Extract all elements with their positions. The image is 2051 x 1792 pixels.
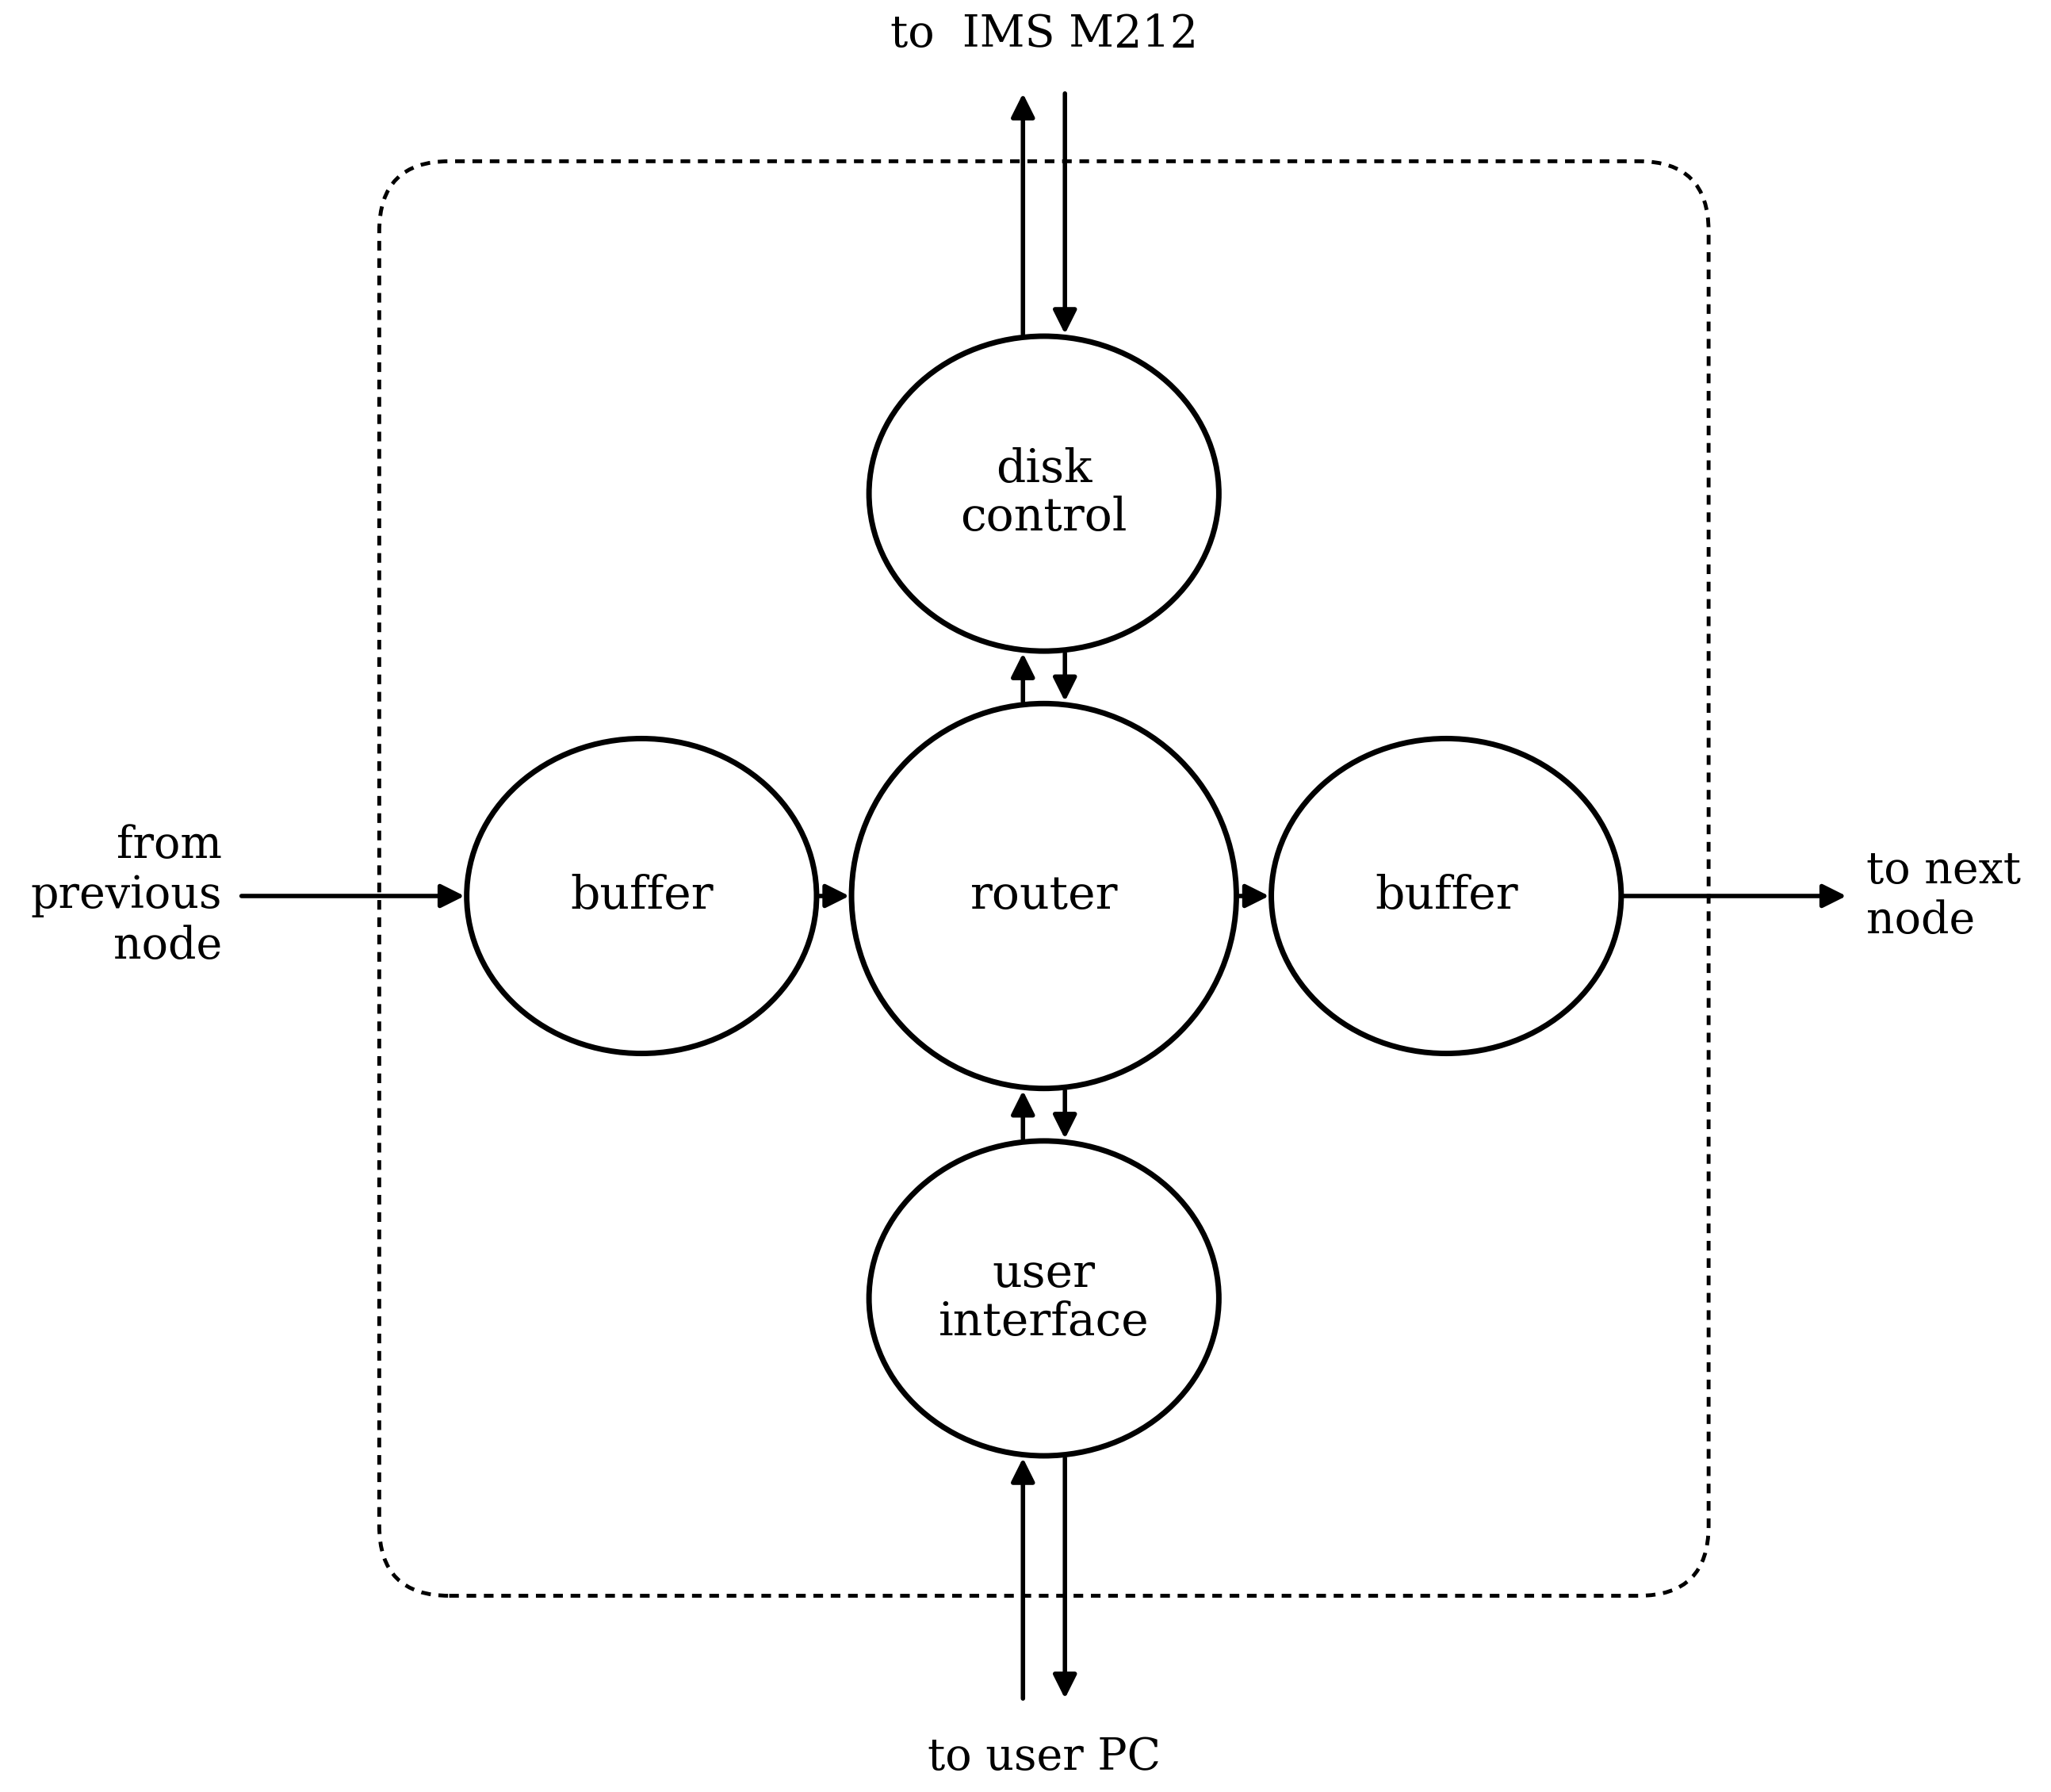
Text: to user PC: to user PC: [927, 1736, 1161, 1779]
Text: buffer: buffer: [570, 874, 714, 918]
Ellipse shape: [468, 738, 816, 1054]
Text: from
previous
node: from previous node: [31, 824, 222, 968]
Text: disk
control: disk control: [960, 448, 1128, 539]
Ellipse shape: [851, 704, 1237, 1088]
Ellipse shape: [1272, 738, 1620, 1054]
Text: to  IMS M212: to IMS M212: [890, 13, 1198, 56]
Ellipse shape: [870, 337, 1218, 650]
Ellipse shape: [870, 1142, 1218, 1455]
Text: buffer: buffer: [1374, 874, 1518, 918]
Text: user
interface: user interface: [939, 1253, 1149, 1344]
Text: to next
node: to next node: [1866, 849, 2020, 943]
Text: router: router: [970, 874, 1118, 918]
